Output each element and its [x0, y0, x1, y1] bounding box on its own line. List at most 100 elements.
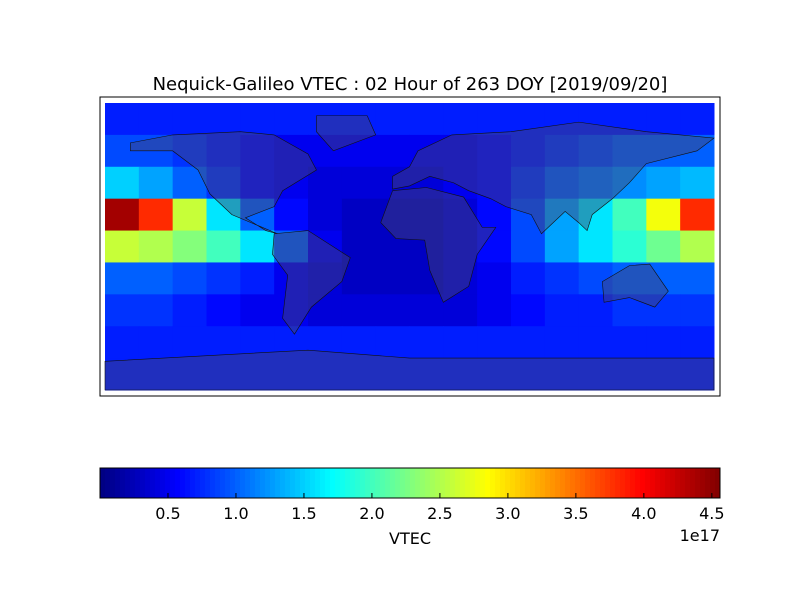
colorbar-swatch [355, 468, 361, 498]
colorbar-frame [99, 467, 721, 499]
colorbar-swatch [400, 468, 406, 498]
heat-cell [240, 294, 275, 327]
colorbar-swatch [485, 468, 491, 498]
heat-cell [680, 262, 715, 295]
colorbar-swatch [175, 468, 181, 498]
colorbar-swatch [285, 468, 291, 498]
colorbar-swatch [100, 468, 106, 498]
heat-cell [308, 294, 343, 327]
heat-cell [105, 326, 140, 359]
colorbar-swatch [320, 468, 326, 498]
heat-cell [308, 326, 343, 359]
heat-cell [341, 166, 377, 200]
heat-cell [443, 230, 478, 263]
heat-cell [646, 294, 681, 327]
heat-cell [375, 294, 410, 327]
heat-cell [274, 198, 309, 232]
heat-cell [511, 294, 546, 327]
colorbar-swatch [220, 468, 226, 498]
colorbar-swatch [150, 468, 156, 498]
heat-cell [680, 358, 715, 391]
heat-cell [138, 262, 174, 295]
colorbar-swatch [505, 468, 511, 498]
colorbar-swatch [280, 468, 286, 498]
colorbar-swatch [535, 468, 541, 498]
heat-cell [511, 326, 546, 359]
heat-cell [544, 294, 580, 327]
colorbar-tick-label: 4.5 [699, 504, 724, 523]
colorbar-swatch [270, 468, 276, 498]
heat-cell [274, 230, 309, 263]
heat-cell [511, 230, 546, 263]
heat-cell [375, 358, 410, 391]
colorbar-swatch [200, 468, 206, 498]
heat-cell [240, 358, 275, 391]
colorbar-swatch [160, 468, 166, 498]
colorbar-swatch [370, 468, 376, 498]
heat-cell [477, 166, 512, 200]
colorbar-swatch [345, 468, 351, 498]
heat-cell [409, 198, 444, 232]
heat-cell [206, 358, 241, 391]
heat-cell [443, 166, 478, 200]
heat-cell [206, 134, 241, 168]
colorbar-swatch [240, 468, 246, 498]
colorbar-swatch [125, 468, 131, 498]
heat-cell [578, 103, 613, 136]
colorbar-swatch [330, 468, 336, 498]
colorbar-swatch [195, 468, 201, 498]
heat-cell [206, 294, 241, 327]
colorbar-tick-label: 1.5 [291, 504, 316, 523]
heat-cell [206, 262, 241, 295]
heat-cell [375, 198, 410, 232]
heat-cell [680, 134, 715, 168]
colorbar-swatch [135, 468, 141, 498]
colorbar-swatch [595, 468, 601, 498]
colorbar-swatch [205, 468, 211, 498]
colorbar-swatch [475, 468, 481, 498]
heat-cell [105, 262, 140, 295]
colorbar-swatch [340, 468, 346, 498]
heat-cell [308, 262, 343, 295]
colorbar-swatch [375, 468, 381, 498]
heat-cell [544, 103, 580, 136]
heat-cell [680, 166, 715, 200]
heat-cell [511, 166, 546, 200]
colorbar-tick-label: 2.0 [359, 504, 384, 523]
colorbar-swatch [185, 468, 191, 498]
colorbar-swatch [465, 468, 471, 498]
heat-cell [240, 262, 275, 295]
heat-cell [172, 166, 207, 200]
colorbar-swatch [480, 468, 486, 498]
heat-cell [477, 358, 512, 391]
heat-cell [680, 326, 715, 359]
heat-cell [646, 103, 681, 136]
heat-cell [511, 358, 546, 391]
colorbar-swatch [620, 468, 626, 498]
heat-cell [680, 294, 715, 327]
heat-cell [646, 326, 681, 359]
heat-cell [612, 230, 647, 263]
heat-cell [172, 103, 207, 136]
colorbar-swatch [645, 468, 651, 498]
coastlines [104, 115, 715, 391]
heat-cell [578, 166, 613, 200]
colorbar-swatch [130, 468, 136, 498]
heat-cell [375, 262, 410, 295]
colorbar-swatch [510, 468, 516, 498]
land [380, 187, 497, 303]
heat-cell [544, 134, 580, 168]
colorbar-swatch [445, 468, 451, 498]
colorbar-swatch [710, 468, 716, 498]
colorbar-swatch [120, 468, 126, 498]
colorbar-swatch [455, 468, 461, 498]
colorbar-swatch [685, 468, 691, 498]
colorbar-tick-label: 4.0 [631, 504, 656, 523]
colorbar-swatch [420, 468, 426, 498]
heat-cell [138, 358, 174, 391]
colorbar-swatch [635, 468, 641, 498]
heat-cell [544, 166, 580, 200]
heat-cell [477, 262, 512, 295]
heat-cell [511, 262, 546, 295]
colorbar-swatch [590, 468, 596, 498]
